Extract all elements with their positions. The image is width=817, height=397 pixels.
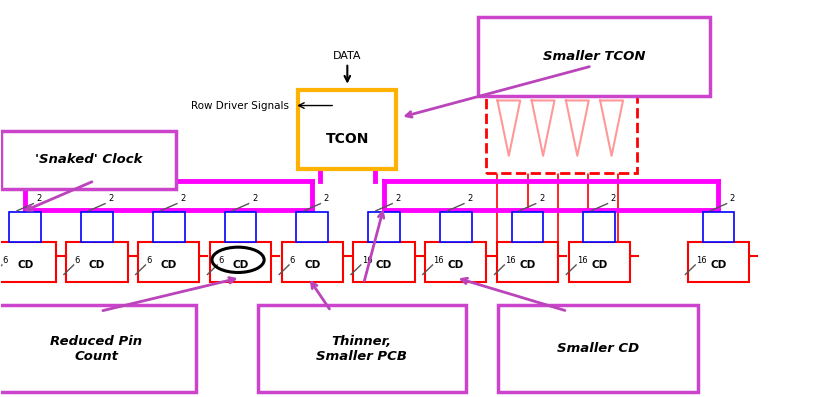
Text: 16: 16 bbox=[505, 256, 516, 264]
Text: 16: 16 bbox=[433, 256, 444, 264]
FancyBboxPatch shape bbox=[153, 212, 185, 242]
FancyBboxPatch shape bbox=[138, 242, 199, 281]
Text: 2: 2 bbox=[252, 194, 257, 203]
Text: 'Snaked' Clock: 'Snaked' Clock bbox=[34, 153, 142, 166]
Text: Thinner,
Smaller PCB: Thinner, Smaller PCB bbox=[316, 335, 407, 363]
Text: 2: 2 bbox=[37, 194, 42, 203]
FancyBboxPatch shape bbox=[1, 131, 176, 189]
Text: DATA: DATA bbox=[333, 51, 362, 61]
Text: 2: 2 bbox=[180, 194, 185, 203]
FancyBboxPatch shape bbox=[498, 305, 698, 392]
Text: CD: CD bbox=[89, 260, 105, 270]
FancyBboxPatch shape bbox=[225, 212, 257, 242]
FancyBboxPatch shape bbox=[497, 242, 558, 281]
Text: Row Driver Signals: Row Driver Signals bbox=[190, 100, 288, 110]
FancyBboxPatch shape bbox=[0, 305, 196, 392]
Text: CD: CD bbox=[304, 260, 320, 270]
Text: Reduced Pin
Count: Reduced Pin Count bbox=[51, 335, 143, 363]
FancyBboxPatch shape bbox=[425, 242, 486, 281]
FancyBboxPatch shape bbox=[66, 242, 127, 281]
Text: CD: CD bbox=[592, 260, 608, 270]
FancyBboxPatch shape bbox=[257, 305, 466, 392]
Text: 2: 2 bbox=[467, 194, 472, 203]
Text: CD: CD bbox=[17, 260, 33, 270]
FancyBboxPatch shape bbox=[583, 212, 615, 242]
Text: 16: 16 bbox=[577, 256, 587, 264]
FancyBboxPatch shape bbox=[511, 212, 543, 242]
Text: 6: 6 bbox=[74, 256, 80, 264]
Text: 2: 2 bbox=[539, 194, 544, 203]
Text: 6: 6 bbox=[218, 256, 223, 264]
FancyBboxPatch shape bbox=[569, 242, 630, 281]
FancyBboxPatch shape bbox=[354, 242, 414, 281]
Text: 2: 2 bbox=[395, 194, 400, 203]
Text: 16: 16 bbox=[362, 256, 373, 264]
Text: TCON: TCON bbox=[326, 132, 369, 146]
FancyBboxPatch shape bbox=[9, 212, 41, 242]
Text: CD: CD bbox=[448, 260, 464, 270]
FancyBboxPatch shape bbox=[81, 212, 113, 242]
FancyBboxPatch shape bbox=[282, 242, 343, 281]
Text: 2: 2 bbox=[109, 194, 114, 203]
Text: CD: CD bbox=[710, 260, 726, 270]
FancyBboxPatch shape bbox=[210, 242, 271, 281]
Bar bbox=[486, 88, 637, 173]
Text: 2: 2 bbox=[611, 194, 616, 203]
Text: CD: CD bbox=[161, 260, 176, 270]
Text: 6: 6 bbox=[290, 256, 295, 264]
FancyBboxPatch shape bbox=[703, 212, 734, 242]
FancyBboxPatch shape bbox=[478, 17, 710, 96]
Text: CD: CD bbox=[376, 260, 392, 270]
FancyBboxPatch shape bbox=[688, 242, 749, 281]
FancyBboxPatch shape bbox=[297, 212, 328, 242]
Text: 6: 6 bbox=[146, 256, 152, 264]
Text: CD: CD bbox=[520, 260, 536, 270]
Text: 2: 2 bbox=[730, 194, 735, 203]
Text: Smaller CD: Smaller CD bbox=[557, 342, 639, 355]
Text: 6: 6 bbox=[2, 256, 8, 264]
FancyBboxPatch shape bbox=[298, 90, 396, 169]
FancyBboxPatch shape bbox=[440, 212, 471, 242]
Text: Smaller TCON: Smaller TCON bbox=[542, 50, 645, 63]
FancyBboxPatch shape bbox=[368, 212, 400, 242]
FancyBboxPatch shape bbox=[0, 242, 56, 281]
Text: CD: CD bbox=[232, 260, 248, 270]
Text: 2: 2 bbox=[324, 194, 329, 203]
Text: 16: 16 bbox=[696, 256, 707, 264]
